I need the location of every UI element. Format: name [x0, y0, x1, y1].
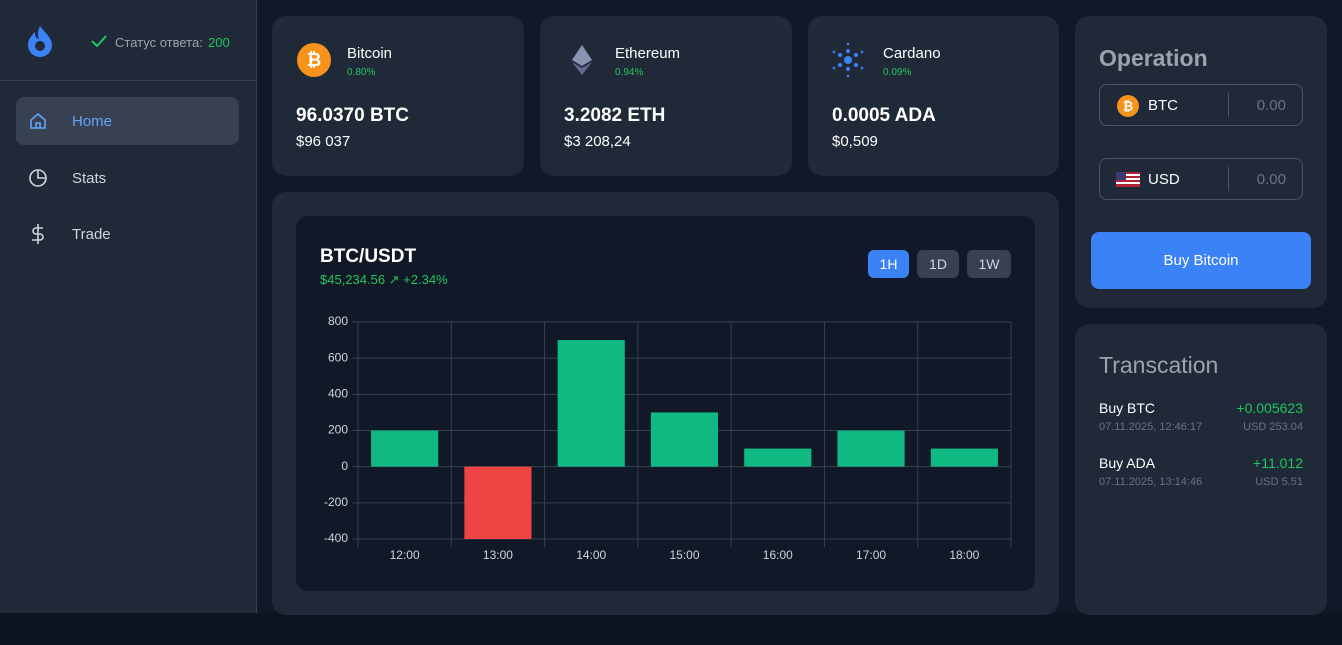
coin-change: 0.80% — [347, 67, 376, 78]
nav-label: Home — [72, 112, 113, 130]
coin-usd: $3 208,24 — [564, 133, 631, 150]
x-tick-label: 16:00 — [763, 548, 793, 562]
x-tick-label: 14:00 — [576, 548, 606, 562]
bar — [744, 448, 812, 467]
coin-amount: 96.0370 BTC — [296, 105, 410, 126]
tx-usd: USD 253.04 — [1243, 421, 1303, 433]
bar — [650, 412, 719, 467]
range-button[interactable]: 1H — [868, 250, 909, 278]
transactions-panel: Transcation Buy BTC 07.11.2025, 12:46:17… — [1075, 324, 1327, 615]
check-icon — [91, 35, 107, 48]
coin-change: 0.94% — [615, 67, 644, 78]
status-code: 200 — [208, 35, 230, 50]
currency: BTC — [1148, 97, 1178, 114]
coin-amount: 0.0005 ADA — [832, 105, 936, 126]
nav-trade[interactable]: Trade — [16, 210, 239, 258]
operation-title: Operation — [1099, 45, 1208, 71]
bar — [371, 430, 439, 467]
tx-amount: +0.005623 — [1236, 400, 1303, 416]
footer-strip — [0, 613, 1342, 645]
tx-title: Buy ADA — [1099, 455, 1156, 471]
logo — [28, 26, 52, 57]
x-tick-label: 15:00 — [669, 548, 699, 562]
bar — [557, 340, 625, 467]
y-tick-label: -400 — [324, 531, 348, 545]
x-tick-label: 17:00 — [856, 548, 886, 562]
amount-input[interactable]: 0.00 — [1256, 97, 1286, 114]
pair-title: BTC/USDT — [320, 246, 417, 267]
nav-home[interactable]: Home — [16, 97, 239, 145]
coin-name: Bitcoin — [347, 45, 393, 62]
y-tick-label: 0 — [341, 459, 348, 473]
coin-card: ₿ Bitcoin 0.80% 96.0370 BTC $96 037 — [272, 16, 524, 176]
transactions-title: Transcation — [1099, 352, 1219, 378]
divider — [0, 80, 256, 81]
amount-input[interactable]: 0.00 — [1256, 171, 1286, 188]
operation-panel: Operation ₿ BTC 0.00 USD 0.00 Buy Bitcoi… — [1075, 16, 1327, 308]
y-tick-label: 800 — [328, 314, 348, 328]
status-label: Статус ответа: — [115, 35, 203, 50]
nav-label: Stats — [72, 169, 107, 187]
y-tick-label: -200 — [324, 495, 348, 509]
tx-date: 07.11.2025, 13:14:46 — [1099, 476, 1203, 488]
bar — [837, 430, 905, 467]
tx-usd: USD 5.51 — [1255, 476, 1303, 488]
coin-name: Ethereum — [615, 45, 681, 62]
x-tick-label: 12:00 — [390, 548, 420, 562]
chart-panel: BTC/USDT $45,234.56 ↗ +2.34% 1H 1D 1W -4… — [272, 192, 1059, 615]
x-tick-label: 18:00 — [949, 548, 979, 562]
coin-change: 0.09% — [883, 67, 912, 78]
nav-label: Trade — [72, 225, 111, 243]
range-button[interactable]: 1W — [967, 250, 1011, 278]
y-tick-label: 200 — [328, 423, 348, 437]
y-tick-label: 400 — [328, 387, 348, 401]
coin-card: Ethereum 0.94% 3.2082 ETH $3 208,24 — [540, 16, 792, 176]
chart: -400 -200 0 200 400 600 800 12:00 13:00 14:00 15:0… — [324, 314, 1012, 562]
x-tick-label: 13:00 — [483, 548, 513, 562]
svg-text:₿: ₿ — [1123, 98, 1134, 113]
sidebar: Статус ответа: 200 Home Stats Trade — [0, 0, 257, 613]
coin-amount: 3.2082 ETH — [564, 105, 666, 126]
bar — [930, 448, 998, 467]
coin-usd: $0,509 — [832, 133, 878, 150]
range-button[interactable]: 1D — [917, 250, 959, 278]
buy-button[interactable]: Buy Bitcoin — [1091, 232, 1311, 289]
currency-field[interactable]: ₿ BTC 0.00 — [1099, 84, 1303, 126]
coin-usd: $96 037 — [296, 133, 351, 150]
svg-text:₿: ₿ — [307, 50, 322, 70]
currency: USD — [1148, 171, 1180, 188]
coin-name: Cardano — [883, 45, 941, 62]
tx-amount: +11.012 — [1253, 455, 1303, 471]
coin-card: Cardano 0.09% 0.0005 ADA $0,509 — [808, 16, 1059, 176]
chart-card: BTC/USDT $45,234.56 ↗ +2.34% 1H 1D 1W -4… — [296, 216, 1035, 591]
currency-field[interactable]: USD 0.00 — [1099, 158, 1303, 200]
bar — [464, 466, 532, 539]
nav-stats[interactable]: Stats — [16, 154, 239, 202]
tx-date: 07.11.2025, 12:46:17 — [1099, 421, 1203, 433]
tx-title: Buy BTC — [1099, 400, 1156, 416]
y-tick-label: 600 — [328, 350, 348, 364]
pair-price: $45,234.56 ↗ +2.34% — [320, 272, 448, 287]
